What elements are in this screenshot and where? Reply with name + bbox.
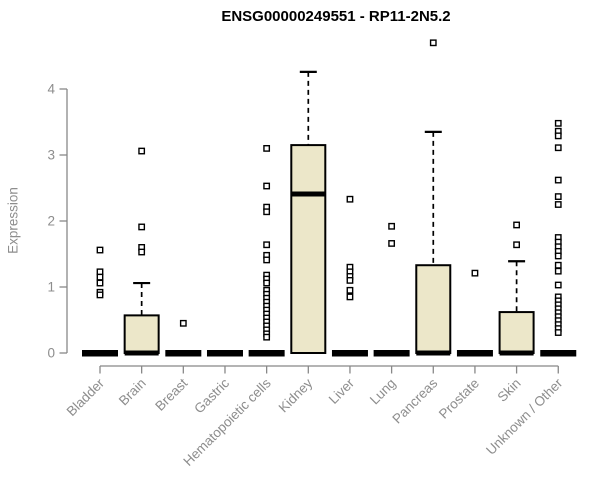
y-tick-label: 4 [47, 82, 55, 97]
x-tick-label: Gastric [191, 375, 232, 416]
x-tick-label: Bladder [64, 375, 108, 419]
outlier-point [96, 279, 104, 287]
box [498, 311, 535, 354]
x-tick-label: Prostate [436, 376, 482, 422]
x-tick-label: Lung [367, 376, 399, 408]
outlier-point [554, 193, 562, 200]
box [290, 144, 327, 354]
y-tick-label: 1 [47, 280, 55, 295]
outlier-point [554, 252, 562, 260]
outlier-point [554, 119, 562, 127]
y-tick-label: 3 [47, 148, 55, 163]
outlier-point [138, 223, 146, 231]
x-tick-label: Liver [326, 375, 358, 407]
outlier-point [263, 144, 271, 152]
outlier-point [554, 144, 562, 152]
outlier-point [554, 201, 562, 208]
outlier-point [471, 269, 479, 277]
zero-bar [540, 350, 577, 357]
outlier-point [263, 333, 271, 341]
outlier-point [138, 147, 146, 155]
outlier-point [138, 248, 146, 256]
zero-bar [165, 350, 202, 357]
zero-bar [206, 350, 243, 357]
outlier-point [554, 267, 562, 275]
outlier-point [96, 273, 104, 281]
outlier-point [554, 176, 562, 184]
zero-bar [456, 350, 493, 357]
zero-bar [373, 350, 410, 357]
chart-title: ENSG00000249551 - RP11-2N5.2 [221, 8, 451, 25]
outlier-point [554, 132, 562, 140]
outlier-point [346, 195, 354, 203]
outlier-point [554, 261, 562, 269]
x-tick-label: Breast [152, 375, 190, 413]
outlier-point [554, 281, 562, 289]
zero-bar [331, 350, 368, 357]
outlier-point [513, 221, 521, 229]
box [123, 314, 160, 355]
outlier-point [263, 256, 271, 264]
y-tick-label: 0 [47, 346, 55, 361]
outlier-point [263, 182, 271, 190]
outlier-point [554, 329, 562, 336]
zero-bar [248, 350, 285, 357]
x-tick-label: Pancreas [389, 375, 440, 426]
x-tick-label: Kidney [276, 375, 316, 415]
outlier-point [346, 293, 354, 301]
x-tick-label: Brain [116, 376, 149, 409]
x-tick-label: Skin [495, 376, 524, 405]
outlier-point [513, 241, 521, 249]
outlier-point [346, 286, 354, 294]
y-axis-label: Expression [5, 187, 21, 254]
outlier-point [263, 208, 271, 216]
outlier-point [388, 222, 396, 230]
outlier-point [263, 279, 271, 287]
y-tick-label: 2 [47, 214, 55, 229]
zero-bar [82, 350, 118, 357]
outlier-point [96, 246, 104, 254]
outlier-point [388, 240, 396, 247]
outlier-point [263, 241, 271, 249]
outlier-point [96, 291, 104, 299]
box [415, 264, 452, 354]
x-tick-label: Unknown / Other [483, 375, 566, 458]
outlier-point [429, 39, 437, 47]
outlier-point [346, 277, 354, 284]
outlier-point [179, 319, 187, 327]
